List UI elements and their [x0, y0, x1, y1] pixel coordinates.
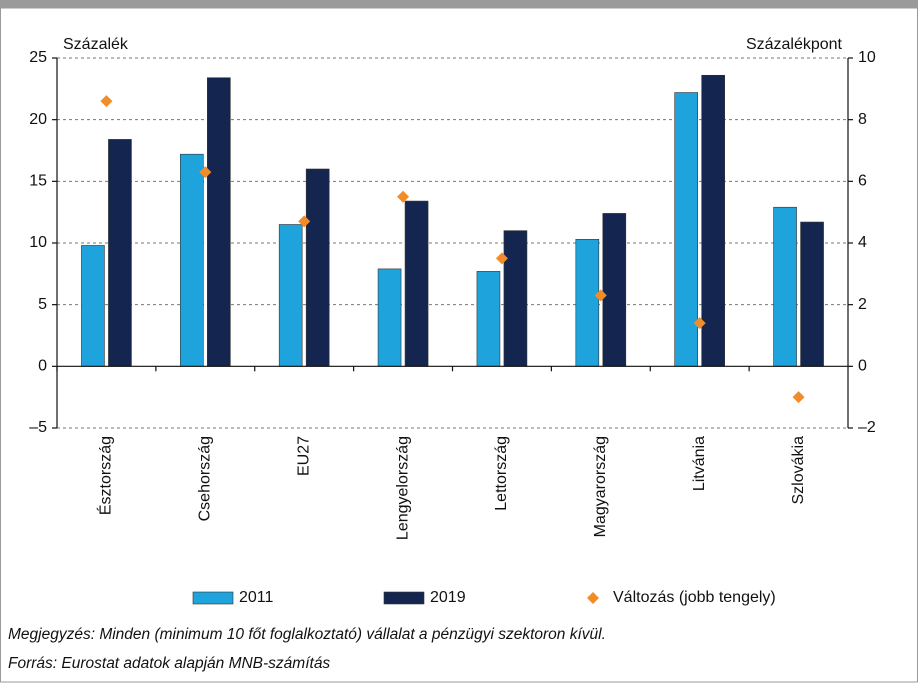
y-tick-label: 25: [29, 49, 47, 66]
y2-axis-title: Százalékpont: [746, 36, 843, 53]
y-tick-label: –5: [29, 419, 47, 436]
legend-label: 2019: [430, 589, 466, 606]
bar: [108, 139, 132, 367]
bar: [207, 77, 231, 367]
diamond: [199, 166, 212, 179]
y-tick-label: 0: [38, 358, 47, 375]
diamond: [594, 289, 607, 302]
note: Megjegyzés: Minden (minimum 10 főt fogla…: [8, 626, 606, 643]
y2-tick-label: 6: [858, 173, 867, 190]
legend-swatch: [192, 591, 234, 605]
bar: [674, 92, 698, 367]
source: Forrás: Eurostat adatok alapján MNB-szám…: [8, 655, 330, 672]
y2-tick-label: 2: [858, 296, 867, 313]
bar: [81, 245, 105, 367]
y2-tick-label: 4: [858, 234, 867, 251]
bar: [180, 153, 204, 367]
diamond: [397, 190, 410, 203]
x-tick-label: Lettország: [493, 436, 510, 511]
y2-tick-label: 0: [858, 358, 867, 375]
top-bar: [0, 0, 918, 8]
diamond: [693, 317, 706, 330]
x-tick-label: Magyarország: [592, 436, 609, 537]
y-axis-title: Százalék: [63, 36, 129, 53]
x-tick-label: Litvánia: [691, 436, 708, 491]
y-tick-label: 15: [29, 173, 47, 190]
bar: [773, 206, 797, 367]
legend-swatch: [383, 591, 425, 605]
y2-tick-label: 8: [858, 111, 867, 128]
x-tick-label: Szlovákia: [790, 436, 807, 505]
bar: [575, 239, 600, 367]
legend-label: Változás (jobb tengely): [613, 589, 776, 606]
diamond: [495, 252, 508, 265]
legend-label: 2011: [239, 589, 274, 606]
x-tick-label: Észtország: [96, 436, 115, 515]
x-tick-label: EU27: [295, 436, 312, 476]
bar: [278, 224, 303, 367]
y2-tick-label: –2: [858, 419, 876, 436]
bar: [404, 200, 429, 367]
bar: [800, 221, 824, 367]
x-tick-label: Lengyelország: [394, 436, 411, 540]
bar: [503, 230, 528, 367]
diamond: [100, 95, 113, 108]
y-tick-label: 10: [29, 234, 47, 251]
bar: [602, 213, 627, 367]
diamond: [298, 215, 311, 228]
x-tick-label: Csehország: [197, 436, 214, 521]
y-tick-label: 20: [29, 111, 47, 128]
bar: [476, 271, 501, 367]
legend-swatch: [587, 592, 599, 604]
bar: [305, 168, 330, 367]
bar: [377, 268, 402, 367]
y2-tick-label: 10: [858, 49, 876, 66]
y-tick-label: 5: [38, 296, 47, 313]
diamond: [792, 391, 805, 404]
